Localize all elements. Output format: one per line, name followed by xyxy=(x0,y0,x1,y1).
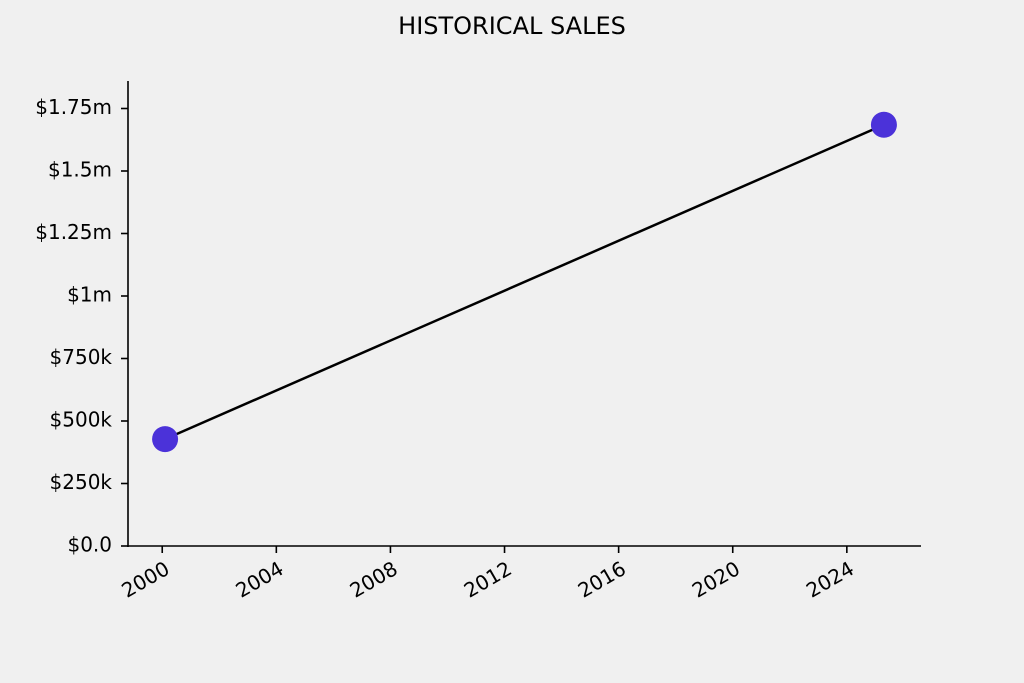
point xyxy=(870,111,897,138)
y-tick-label: $0.0 xyxy=(67,533,112,557)
chart-title: HISTORICAL SALES xyxy=(398,12,626,40)
y-tick-label: $500k xyxy=(50,408,113,432)
y-tick-label: $750k xyxy=(50,345,113,369)
y-tick-label: $250k xyxy=(50,470,113,494)
y-tick-label: $1m xyxy=(67,283,112,307)
y-tick-label: $1.75m xyxy=(35,95,112,119)
point xyxy=(152,426,179,453)
line xyxy=(164,123,885,441)
y-tick-label: $1.5m xyxy=(48,158,112,182)
y-tick-label: $1.25m xyxy=(35,220,112,244)
